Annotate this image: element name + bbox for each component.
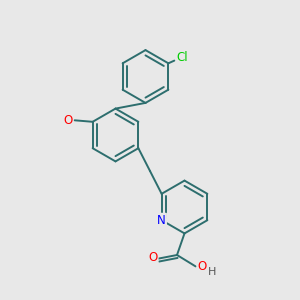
Text: Cl: Cl — [177, 51, 188, 64]
Text: H: H — [208, 267, 216, 277]
Text: O: O — [198, 260, 207, 273]
Text: O: O — [148, 250, 158, 264]
Text: N: N — [157, 214, 166, 227]
Text: O: O — [63, 114, 72, 127]
